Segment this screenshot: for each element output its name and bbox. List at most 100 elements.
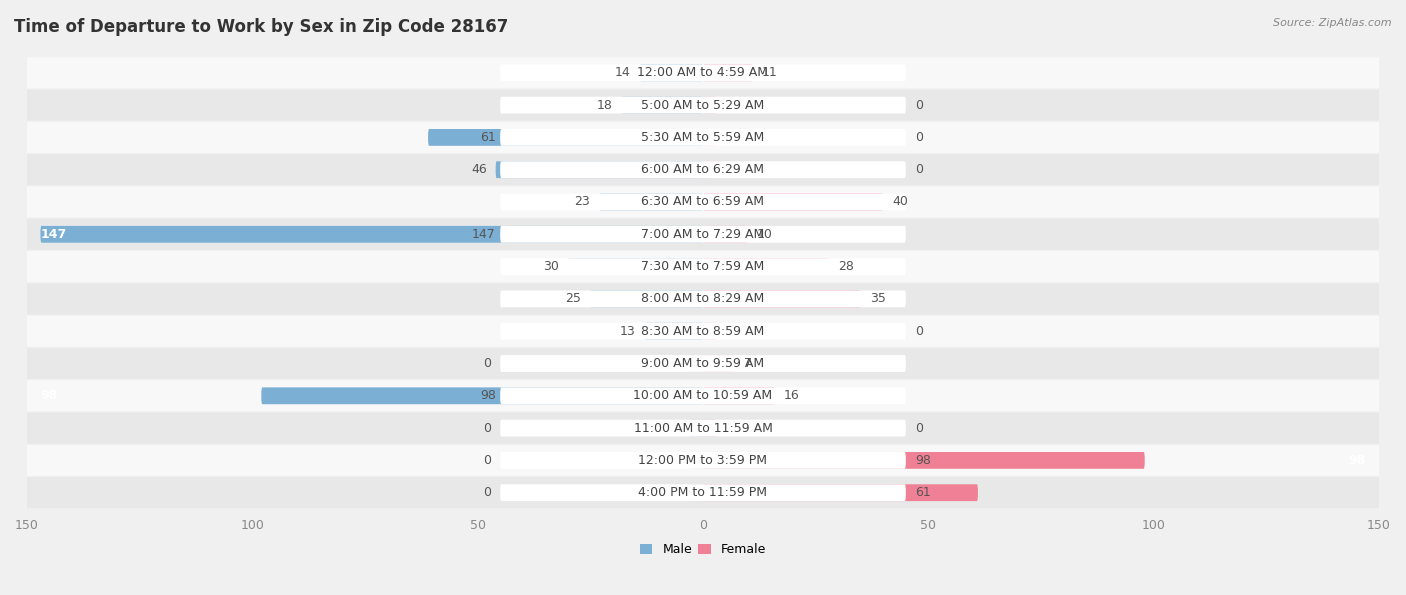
Text: 35: 35	[870, 292, 886, 305]
FancyBboxPatch shape	[41, 226, 703, 243]
FancyBboxPatch shape	[0, 251, 1406, 282]
FancyBboxPatch shape	[703, 355, 734, 372]
FancyBboxPatch shape	[0, 445, 1406, 476]
Text: 11:00 AM to 11:59 AM: 11:00 AM to 11:59 AM	[634, 422, 772, 434]
FancyBboxPatch shape	[501, 484, 905, 501]
FancyBboxPatch shape	[689, 452, 703, 469]
Text: 14: 14	[616, 66, 631, 79]
FancyBboxPatch shape	[0, 122, 1406, 153]
FancyBboxPatch shape	[0, 316, 1406, 347]
FancyBboxPatch shape	[501, 258, 905, 275]
FancyBboxPatch shape	[427, 129, 703, 146]
FancyBboxPatch shape	[644, 323, 703, 340]
FancyBboxPatch shape	[0, 283, 1406, 314]
Text: 6:30 AM to 6:59 AM: 6:30 AM to 6:59 AM	[641, 196, 765, 208]
FancyBboxPatch shape	[703, 64, 752, 81]
Text: 98: 98	[915, 454, 931, 467]
FancyBboxPatch shape	[0, 412, 1406, 444]
FancyBboxPatch shape	[689, 484, 703, 501]
FancyBboxPatch shape	[568, 258, 703, 275]
FancyBboxPatch shape	[703, 161, 717, 178]
Text: 9:00 AM to 9:59 AM: 9:00 AM to 9:59 AM	[641, 357, 765, 370]
Text: 25: 25	[565, 292, 581, 305]
Text: 0: 0	[484, 422, 491, 434]
FancyBboxPatch shape	[501, 290, 905, 307]
Text: 0: 0	[484, 454, 491, 467]
FancyBboxPatch shape	[621, 97, 703, 114]
Text: 0: 0	[915, 99, 922, 112]
Text: 12:00 PM to 3:59 PM: 12:00 PM to 3:59 PM	[638, 454, 768, 467]
FancyBboxPatch shape	[0, 154, 1406, 185]
FancyBboxPatch shape	[0, 219, 1406, 250]
Text: 98: 98	[1348, 454, 1365, 467]
FancyBboxPatch shape	[640, 64, 703, 81]
FancyBboxPatch shape	[689, 419, 703, 437]
Text: 5:30 AM to 5:59 AM: 5:30 AM to 5:59 AM	[641, 131, 765, 144]
Text: 16: 16	[785, 389, 800, 402]
FancyBboxPatch shape	[703, 226, 748, 243]
FancyBboxPatch shape	[501, 387, 905, 404]
FancyBboxPatch shape	[501, 419, 905, 437]
FancyBboxPatch shape	[501, 452, 905, 469]
Text: 8:30 AM to 8:59 AM: 8:30 AM to 8:59 AM	[641, 325, 765, 338]
Text: 23: 23	[575, 196, 591, 208]
Text: 98: 98	[479, 389, 496, 402]
FancyBboxPatch shape	[703, 419, 717, 437]
FancyBboxPatch shape	[703, 452, 1144, 469]
Text: 61: 61	[479, 131, 496, 144]
Text: 28: 28	[838, 260, 853, 273]
Text: Time of Departure to Work by Sex in Zip Code 28167: Time of Departure to Work by Sex in Zip …	[14, 18, 509, 36]
FancyBboxPatch shape	[262, 387, 703, 404]
Text: 10: 10	[756, 228, 773, 241]
Text: 61: 61	[915, 486, 931, 499]
FancyBboxPatch shape	[703, 323, 717, 340]
FancyBboxPatch shape	[501, 97, 905, 114]
Text: 8:00 AM to 8:29 AM: 8:00 AM to 8:29 AM	[641, 292, 765, 305]
FancyBboxPatch shape	[501, 323, 905, 340]
Text: 18: 18	[598, 99, 613, 112]
Text: 30: 30	[543, 260, 558, 273]
Text: 0: 0	[915, 325, 922, 338]
Text: 10:00 AM to 10:59 AM: 10:00 AM to 10:59 AM	[634, 389, 772, 402]
Text: 13: 13	[620, 325, 636, 338]
FancyBboxPatch shape	[703, 129, 717, 146]
FancyBboxPatch shape	[501, 129, 905, 146]
FancyBboxPatch shape	[0, 348, 1406, 379]
FancyBboxPatch shape	[591, 290, 703, 307]
Text: 147: 147	[472, 228, 496, 241]
Text: Source: ZipAtlas.com: Source: ZipAtlas.com	[1274, 18, 1392, 28]
FancyBboxPatch shape	[599, 193, 703, 211]
Text: 7: 7	[744, 357, 752, 370]
FancyBboxPatch shape	[0, 186, 1406, 218]
FancyBboxPatch shape	[0, 477, 1406, 508]
FancyBboxPatch shape	[501, 226, 905, 243]
FancyBboxPatch shape	[703, 193, 883, 211]
Text: 6:00 AM to 6:29 AM: 6:00 AM to 6:29 AM	[641, 163, 765, 176]
Text: 98: 98	[41, 389, 58, 402]
Text: 40: 40	[893, 196, 908, 208]
Text: 4:00 PM to 11:59 PM: 4:00 PM to 11:59 PM	[638, 486, 768, 499]
FancyBboxPatch shape	[703, 290, 860, 307]
Text: 11: 11	[762, 66, 778, 79]
FancyBboxPatch shape	[496, 161, 703, 178]
FancyBboxPatch shape	[703, 97, 717, 114]
Text: 0: 0	[915, 131, 922, 144]
FancyBboxPatch shape	[703, 387, 775, 404]
FancyBboxPatch shape	[501, 193, 905, 211]
FancyBboxPatch shape	[0, 380, 1406, 411]
Text: 0: 0	[484, 486, 491, 499]
Text: 7:00 AM to 7:29 AM: 7:00 AM to 7:29 AM	[641, 228, 765, 241]
Text: 7:30 AM to 7:59 AM: 7:30 AM to 7:59 AM	[641, 260, 765, 273]
Text: 46: 46	[471, 163, 486, 176]
FancyBboxPatch shape	[0, 57, 1406, 88]
Text: 12:00 AM to 4:59 AM: 12:00 AM to 4:59 AM	[637, 66, 769, 79]
FancyBboxPatch shape	[703, 484, 979, 501]
Legend: Male, Female: Male, Female	[636, 538, 770, 561]
Text: 5:00 AM to 5:29 AM: 5:00 AM to 5:29 AM	[641, 99, 765, 112]
FancyBboxPatch shape	[501, 355, 905, 372]
FancyBboxPatch shape	[501, 64, 905, 81]
Text: 0: 0	[915, 422, 922, 434]
Text: 0: 0	[484, 357, 491, 370]
FancyBboxPatch shape	[703, 258, 830, 275]
FancyBboxPatch shape	[689, 355, 703, 372]
